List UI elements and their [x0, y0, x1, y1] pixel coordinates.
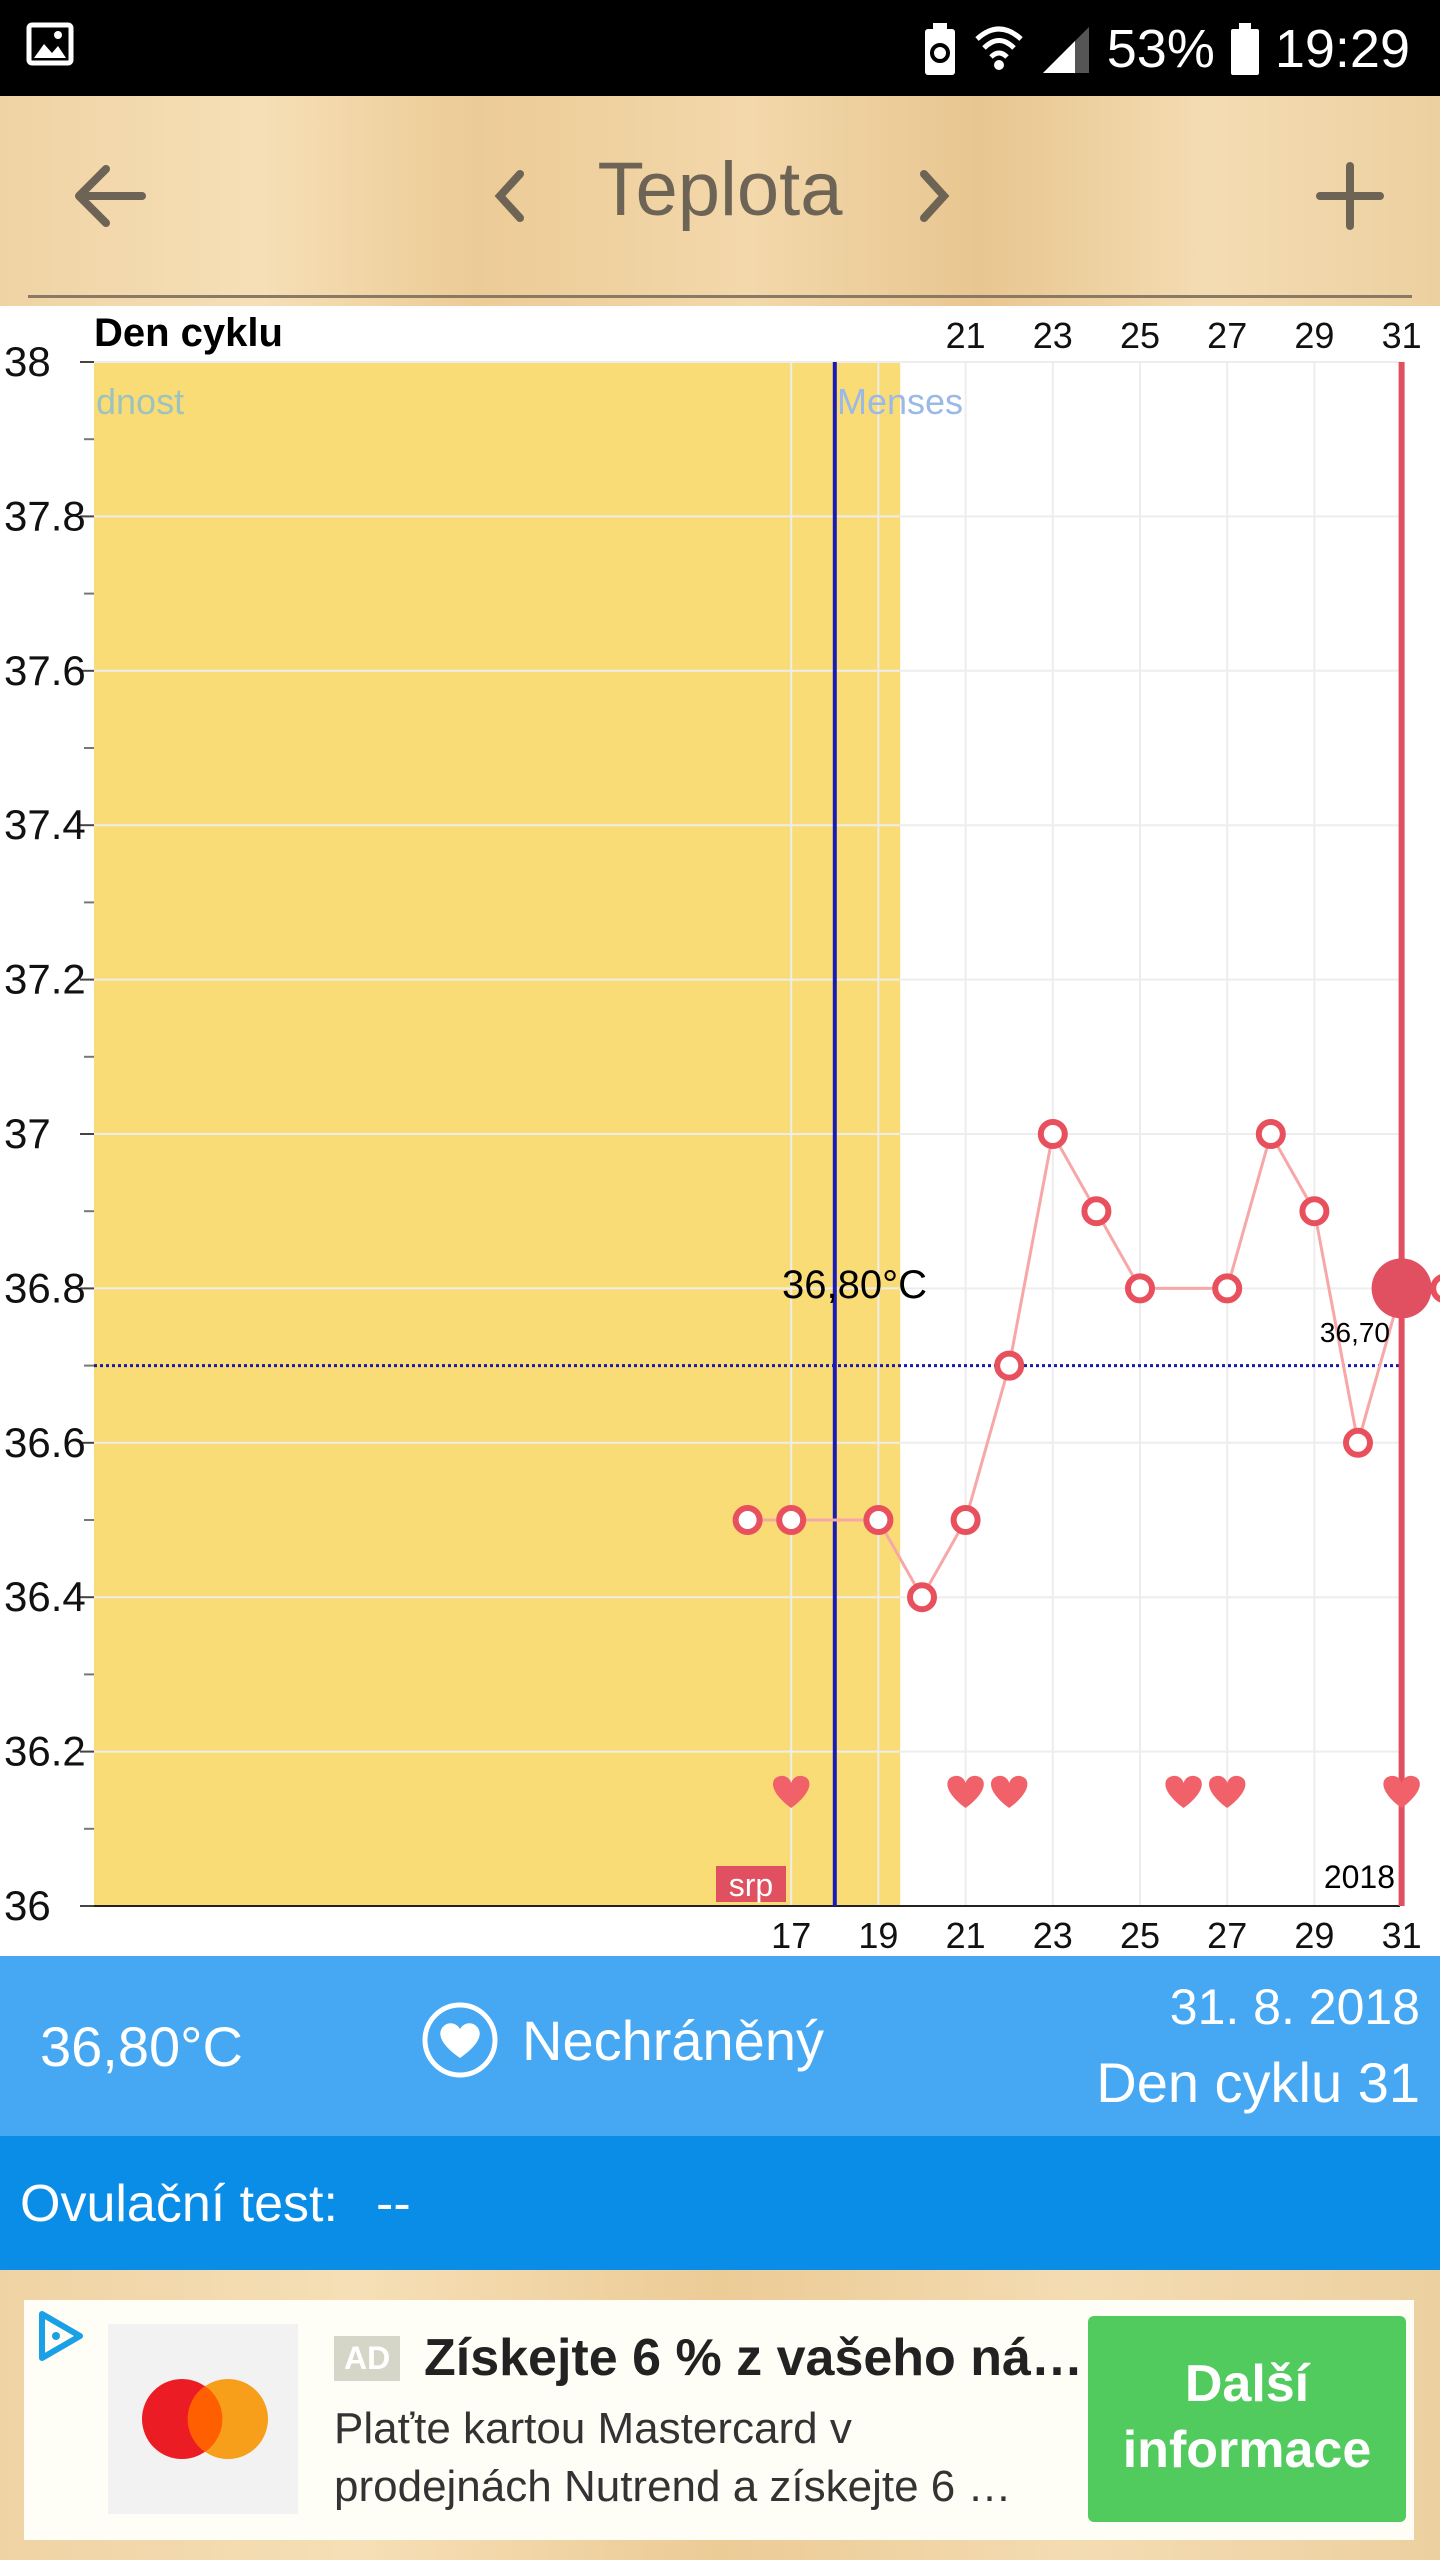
ad-cta-line-1: Další [1184, 2355, 1310, 2413]
temperature-point [863, 1505, 894, 1535]
arrow-left-icon [75, 165, 146, 227]
add-button[interactable] [1290, 136, 1410, 256]
y-tick-label: 36.8 [4, 1264, 86, 1311]
ad-banner[interactable]: AD Získejte 6 % z vašeho ná… Plaťte kart… [24, 2300, 1414, 2540]
page-title: Teplota [597, 147, 843, 232]
adchoices-icon[interactable] [36, 2310, 84, 2362]
battery-percent: 53% [1106, 19, 1215, 79]
y-tick-label: 38 [4, 338, 51, 385]
temperature-point [1343, 1427, 1373, 1458]
temperature-point [1037, 1119, 1068, 1149]
y-tick-label: 36 [4, 1882, 51, 1929]
cycle-day-header: Den cyklu [94, 311, 283, 355]
bottom-tick-label: 23 [1033, 1915, 1073, 1956]
bottom-tick-label: 17 [771, 1915, 811, 1956]
ad-title: Získejte 6 % z vašeho ná… [424, 2329, 1083, 2387]
ad-body-line-1: Plaťte kartou Mastercard v [334, 2404, 852, 2453]
next-button[interactable] [894, 136, 974, 256]
y-tick-label: 37.6 [4, 647, 86, 694]
year-label: 2018 [1324, 1859, 1395, 1895]
status-bar: 53% 19:29 [0, 0, 1440, 96]
temperature-point [994, 1350, 1025, 1381]
y-tick-label: 36.6 [4, 1419, 86, 1466]
ad-body-line-2: prodejnách Nutrend a získejte 6 … [334, 2462, 1012, 2511]
back-button[interactable] [50, 136, 170, 256]
month-marker: srp [729, 1867, 773, 1903]
intercourse-heart-icon [1383, 1775, 1420, 1808]
bottom-tick-label: 21 [946, 1915, 986, 1956]
intercourse-heart-icon [1208, 1775, 1246, 1808]
temperature-point [1081, 1196, 1112, 1227]
top-tick-label: 21 [946, 315, 986, 356]
bottom-tick-label: 29 [1294, 1915, 1334, 1956]
bottom-tick-label: 27 [1207, 1915, 1247, 1956]
chevron-right-icon [920, 170, 950, 222]
temperature-point [950, 1505, 981, 1535]
menses-label: Menses [837, 381, 963, 422]
cycle-day-label: Den cyklu 31 [1096, 2051, 1420, 2114]
mastercard-logo-icon [142, 2379, 268, 2459]
wifi-icon [975, 26, 1023, 70]
top-tick-label: 25 [1120, 315, 1160, 356]
temperature-point [776, 1505, 807, 1535]
protection-status[interactable]: Nechráněný [420, 2000, 824, 2080]
protection-label: Nechráněný [522, 2008, 824, 2072]
chevron-left-icon [494, 170, 524, 222]
gallery-notification-icon [26, 20, 74, 68]
date-label: 31. 8. 2018 [1169, 1979, 1420, 2035]
previous-button[interactable] [470, 136, 550, 256]
intercourse-heart-icon [1165, 1775, 1202, 1808]
fertile-window-label: dnost [96, 381, 184, 422]
temperature-value: 36,80°C [40, 2015, 243, 2078]
top-tick-label: 27 [1207, 315, 1247, 356]
month-marker-bg [716, 1866, 786, 1902]
y-tick-label: 37.2 [4, 956, 86, 1003]
ovulation-test-bar[interactable]: Ovulační test: -- [0, 2136, 1440, 2270]
ad-cta-button[interactable]: Další informace [1088, 2316, 1406, 2522]
top-tick-label: 29 [1294, 315, 1334, 356]
temperature-point [907, 1582, 937, 1613]
y-tick-label: 36.4 [4, 1573, 86, 1620]
temperature-point [1299, 1196, 1330, 1227]
intercourse-heart-icon [990, 1775, 1028, 1808]
bottom-tick-label: 19 [858, 1915, 898, 1956]
app-toolbar: Teplota [0, 96, 1440, 306]
bottom-tick-label: 25 [1120, 1915, 1160, 1956]
temperature-point [1125, 1273, 1155, 1304]
coverline-label: 36,70 [1320, 1317, 1390, 1348]
top-tick-label: 31 [1382, 315, 1422, 356]
ad-cta-line-2: informace [1122, 2421, 1372, 2479]
battery-saver-icon [924, 23, 955, 75]
y-tick-label: 36.2 [4, 1728, 86, 1775]
temperature-chart[interactable]: 38 37.8 37.6 37.4 37.2 37 36.8 36.6 36.4 36.2 36 2… [0, 306, 1440, 1956]
ad-logo [108, 2324, 298, 2514]
selected-temperature-point [1371, 1258, 1432, 1319]
day-info-bar[interactable]: 36,80°C Nechráněný 31. 8. 2018 Den cyklu… [0, 1956, 1440, 2136]
status-right: 53% 19:29 [923, 14, 1410, 84]
clock: 19:29 [1274, 19, 1410, 79]
y-tick-label: 37.8 [4, 492, 86, 539]
top-tick-label: 23 [1033, 315, 1073, 356]
y-tick-label: 37.4 [4, 801, 86, 848]
selected-value-label: 36,80°C [782, 1263, 927, 1307]
chart-svg[interactable]: 38 37.8 37.6 37.4 37.2 37 36.8 36.6 36.4 36.2 36 2… [0, 306, 1440, 1956]
ad-container: AD Získejte 6 % z vašeho ná… Plaťte kart… [0, 2270, 1440, 2560]
temperature-point [1430, 1274, 1440, 1303]
ovulation-test-value: -- [376, 2175, 411, 2233]
temperature-point [732, 1505, 763, 1535]
temperature-point [1212, 1273, 1243, 1304]
temperature-point [1255, 1119, 1286, 1149]
y-tick-label: 37 [4, 1110, 51, 1157]
bottom-tick-label: 31 [1382, 1915, 1422, 1956]
signal-icon [1042, 27, 1089, 73]
battery-icon [1230, 23, 1259, 75]
plus-icon [1316, 162, 1384, 230]
intercourse-heart-icon [772, 1775, 810, 1808]
heart-circle-icon [422, 2002, 498, 2078]
ad-badge: AD [334, 2336, 401, 2381]
ovulation-test-label: Ovulační test: [20, 2175, 338, 2233]
intercourse-heart-icon [947, 1775, 984, 1808]
